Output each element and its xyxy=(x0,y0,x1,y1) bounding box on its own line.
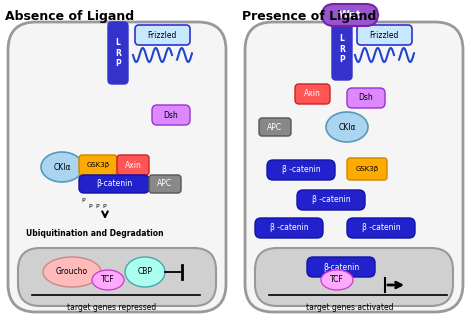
FancyBboxPatch shape xyxy=(347,218,415,238)
Ellipse shape xyxy=(125,257,165,287)
FancyBboxPatch shape xyxy=(347,158,387,180)
FancyBboxPatch shape xyxy=(255,218,323,238)
Text: CBP: CBP xyxy=(137,268,153,276)
Text: target genes activated: target genes activated xyxy=(306,304,394,313)
Ellipse shape xyxy=(321,270,353,290)
Text: TCF: TCF xyxy=(101,275,115,285)
Text: Axin: Axin xyxy=(125,160,141,170)
Text: Groucho: Groucho xyxy=(56,268,88,276)
FancyBboxPatch shape xyxy=(259,118,291,136)
FancyBboxPatch shape xyxy=(295,84,330,104)
FancyBboxPatch shape xyxy=(117,155,149,175)
FancyBboxPatch shape xyxy=(135,25,190,45)
Text: β -catenin: β -catenin xyxy=(362,224,401,232)
Text: Dsh: Dsh xyxy=(359,94,374,102)
Text: Dsh: Dsh xyxy=(164,111,178,120)
FancyBboxPatch shape xyxy=(255,248,453,306)
Text: P: P xyxy=(102,204,106,210)
Text: Frizzled: Frizzled xyxy=(147,31,177,39)
Text: CKIα: CKIα xyxy=(338,123,356,131)
FancyBboxPatch shape xyxy=(79,155,117,175)
FancyBboxPatch shape xyxy=(245,22,463,312)
FancyBboxPatch shape xyxy=(322,4,378,26)
Ellipse shape xyxy=(92,270,124,290)
Text: Ubiquitination and Degradation: Ubiquitination and Degradation xyxy=(26,229,164,238)
Text: L
R
P: L R P xyxy=(339,34,345,64)
FancyBboxPatch shape xyxy=(8,22,226,312)
FancyBboxPatch shape xyxy=(18,248,216,306)
FancyBboxPatch shape xyxy=(152,105,190,125)
Text: Absence of Ligand: Absence of Ligand xyxy=(5,10,134,23)
Ellipse shape xyxy=(43,257,101,287)
FancyBboxPatch shape xyxy=(149,175,181,193)
Text: Wnt: Wnt xyxy=(339,10,361,20)
Text: target genes repressed: target genes repressed xyxy=(67,304,156,313)
FancyBboxPatch shape xyxy=(79,175,149,193)
Text: GSK3β: GSK3β xyxy=(356,166,379,172)
Text: β -catenin: β -catenin xyxy=(312,196,350,204)
FancyBboxPatch shape xyxy=(347,88,385,108)
Text: β-catenin: β-catenin xyxy=(96,180,132,188)
Text: P: P xyxy=(88,204,92,210)
Text: L
R
P: L R P xyxy=(115,38,121,68)
Text: Frizzled: Frizzled xyxy=(369,31,399,39)
Ellipse shape xyxy=(326,112,368,142)
Text: APC: APC xyxy=(267,123,283,131)
FancyBboxPatch shape xyxy=(357,25,412,45)
Text: TCF: TCF xyxy=(330,275,344,285)
Text: P: P xyxy=(95,204,99,210)
FancyBboxPatch shape xyxy=(332,18,352,80)
Text: Axin: Axin xyxy=(303,90,320,98)
Text: APC: APC xyxy=(157,180,173,188)
Text: β -catenin: β -catenin xyxy=(282,166,320,174)
Text: β-catenin: β-catenin xyxy=(323,262,359,272)
FancyBboxPatch shape xyxy=(297,190,365,210)
Text: GSK3β: GSK3β xyxy=(86,162,109,168)
Text: Presence of Ligand: Presence of Ligand xyxy=(242,10,376,23)
FancyBboxPatch shape xyxy=(267,160,335,180)
Text: P: P xyxy=(81,198,85,202)
Text: CKIα: CKIα xyxy=(53,162,71,171)
FancyBboxPatch shape xyxy=(307,257,375,277)
FancyBboxPatch shape xyxy=(108,22,128,84)
Text: β -catenin: β -catenin xyxy=(270,224,308,232)
Ellipse shape xyxy=(41,152,83,182)
